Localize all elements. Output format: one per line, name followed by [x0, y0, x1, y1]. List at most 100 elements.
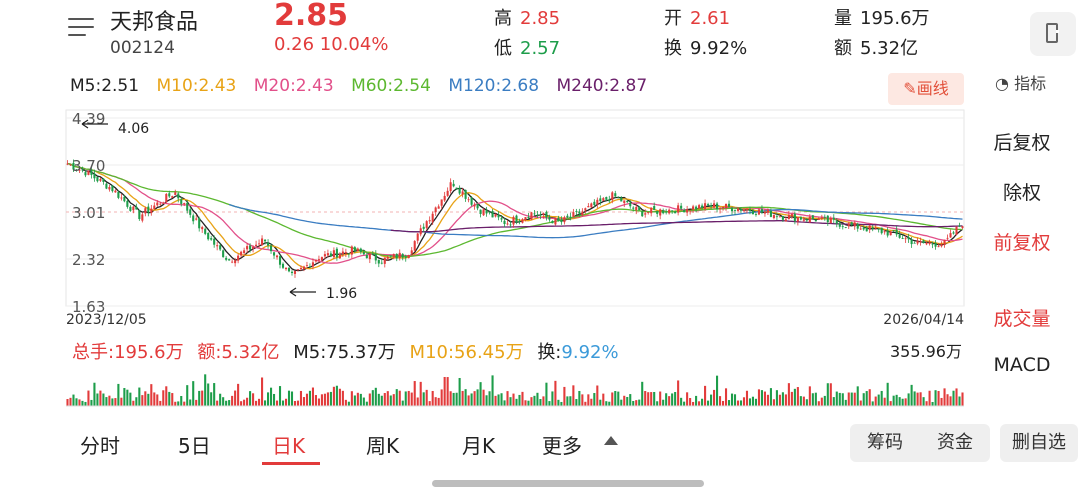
candle-body	[958, 225, 961, 227]
volume-bar	[859, 400, 862, 406]
candle-body	[225, 257, 228, 260]
menu-volume[interactable]: 成交量	[993, 308, 1051, 330]
volume-bar	[895, 394, 898, 406]
remove-watchlist-button[interactable]: 删自选	[1000, 424, 1078, 462]
volume-bar	[267, 392, 270, 406]
menu-macd[interactable]: MACD	[993, 354, 1051, 376]
tab-weekly-k[interactable]: 周K	[366, 434, 400, 458]
chips-button[interactable]: 筹码	[850, 424, 920, 462]
volume-bar	[371, 390, 374, 406]
tab-intraday[interactable]: 分时	[80, 434, 120, 458]
candle-body	[829, 218, 832, 224]
candle-body	[527, 217, 530, 219]
menu-icon[interactable]	[68, 18, 98, 48]
candle-body	[485, 210, 488, 214]
candle-body	[404, 256, 407, 258]
candle-body	[455, 187, 458, 190]
volume-bar	[180, 396, 183, 406]
x-tick-label: 2023/12/05	[66, 312, 147, 328]
volume-bar	[835, 391, 838, 406]
volume-bar	[365, 401, 368, 406]
candle-body	[458, 188, 461, 194]
capital-button[interactable]: 资金	[920, 424, 990, 462]
candle-body	[913, 242, 916, 244]
candle-body	[165, 194, 168, 203]
volume-bar	[509, 397, 512, 406]
volume-bar	[913, 391, 916, 406]
phone-mode-button[interactable]	[1030, 12, 1076, 56]
volume-bar	[290, 391, 294, 406]
candle-body	[189, 209, 192, 215]
volume-bar	[123, 388, 126, 406]
ma5-label: M5:2.51	[70, 76, 140, 96]
volume-bar	[880, 390, 883, 406]
y-tick-label: 3.01	[72, 204, 105, 222]
tab-5day[interactable]: 5日	[178, 434, 211, 458]
candle-body	[84, 172, 87, 176]
candle-body	[371, 253, 374, 255]
candle-body	[952, 232, 955, 234]
candle-body	[665, 211, 668, 213]
volume-bar	[512, 393, 515, 406]
volume-bar	[141, 395, 144, 406]
candle-body	[159, 203, 162, 205]
tab-daily-k[interactable]: 日K	[272, 434, 306, 458]
candle-body	[826, 215, 829, 223]
candle-body	[793, 213, 796, 222]
candle-body	[434, 207, 437, 213]
menu-ex-rights[interactable]: 除权	[1002, 182, 1041, 204]
volume-bar	[249, 391, 252, 406]
volume-bar	[69, 397, 72, 406]
tab-monthly-k[interactable]: 月K	[462, 434, 496, 458]
volume-bar	[521, 391, 524, 406]
candle-body	[228, 259, 231, 261]
volume-bar	[566, 396, 569, 406]
draw-line-button[interactable]: ✎画线	[888, 73, 964, 105]
candle-body	[326, 253, 329, 256]
candle-body	[234, 260, 237, 264]
volume-bar	[599, 399, 602, 406]
candle-body	[823, 216, 826, 218]
candle-body	[443, 195, 446, 201]
volume-bar	[120, 397, 123, 406]
candle-body	[359, 248, 362, 253]
volume-bar	[805, 399, 808, 406]
candle-body	[437, 206, 440, 209]
candle-body	[183, 203, 186, 205]
low-annotation: 1.96	[326, 286, 357, 302]
volume-bar	[452, 392, 455, 406]
volume-bar	[261, 377, 264, 406]
volume-bar	[928, 390, 931, 406]
menu-back-adjusted[interactable]: 后复权	[993, 132, 1051, 154]
volume-bar	[695, 395, 698, 406]
volume-bar	[811, 393, 814, 406]
candle-body	[799, 217, 802, 220]
volume-bar	[246, 397, 249, 406]
candle-body	[503, 220, 506, 225]
candle-body	[898, 234, 901, 238]
volume-bar	[814, 392, 817, 406]
volume-bar	[832, 397, 835, 406]
menu-forward-adjusted[interactable]: 前复权	[993, 232, 1051, 254]
volume-bar	[724, 388, 728, 406]
volume-bar	[135, 397, 138, 406]
volume-bar	[557, 399, 560, 406]
candle-body	[93, 173, 96, 179]
candle-body	[78, 169, 81, 171]
candle-body	[296, 269, 300, 271]
candle-body	[311, 262, 314, 267]
candle-body	[677, 205, 680, 213]
open-stat: 开 2.61	[664, 8, 731, 29]
candle-body	[814, 219, 817, 222]
volume-bar	[314, 395, 317, 406]
volume-bar	[721, 400, 725, 406]
candle-body	[751, 210, 755, 215]
period-tabs: 分时 5日 日K 周K 月K 更多	[0, 420, 1082, 466]
volume-bar	[168, 391, 171, 406]
candle-body	[299, 267, 303, 270]
indicator-button[interactable]: ◔ 指标	[995, 70, 1046, 94]
volume-bar	[380, 395, 383, 406]
candle-body	[787, 214, 790, 219]
tab-more[interactable]: 更多	[542, 434, 582, 458]
